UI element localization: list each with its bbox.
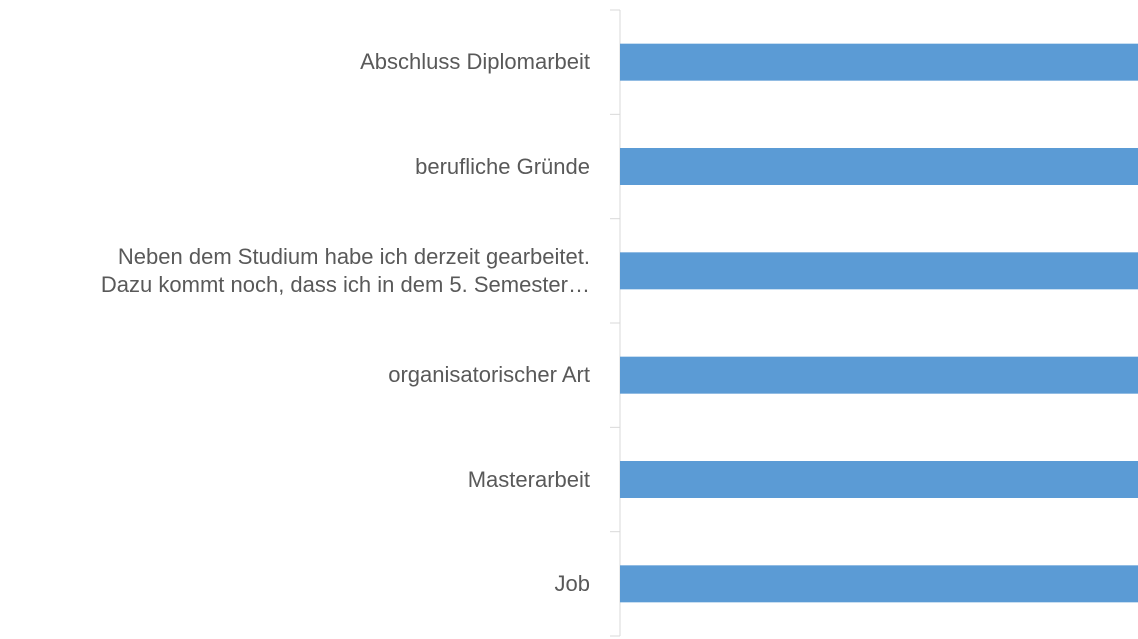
- y-tick-label: berufliche Gründe: [415, 153, 590, 179]
- y-tick-label: Neben dem Studium habe ich derzeit gearb…: [100, 243, 590, 297]
- bar: [620, 43, 1138, 81]
- y-tick-label: Masterarbeit: [467, 466, 590, 492]
- bar: [620, 565, 1138, 603]
- y-tick-label: Abschluss Diplomarbeit: [360, 49, 590, 75]
- bar: [620, 461, 1138, 498]
- y-tick-label: Job: [554, 570, 590, 596]
- bar: [620, 252, 1138, 290]
- bar: [620, 148, 1138, 185]
- y-tick-label: organisatorischer Art: [388, 362, 590, 388]
- bar: [620, 356, 1138, 394]
